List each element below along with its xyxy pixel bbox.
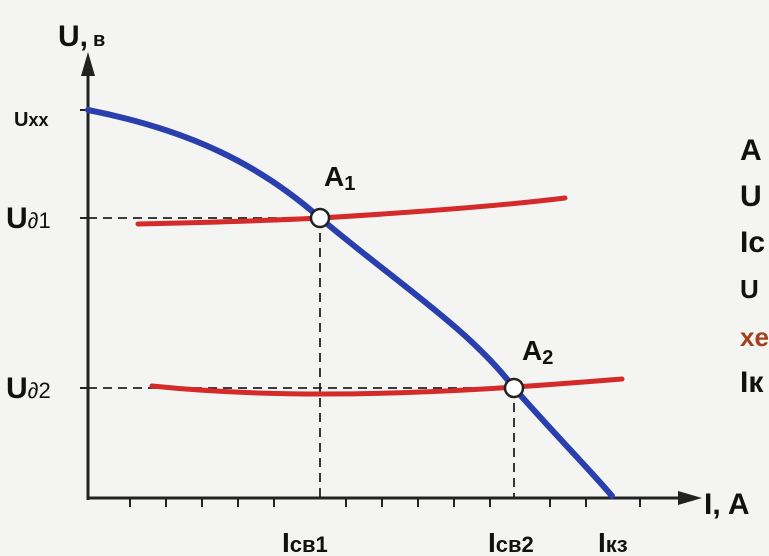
label-main: U bbox=[6, 202, 28, 235]
label-main: I bbox=[488, 527, 496, 556]
label-unit: в bbox=[93, 29, 105, 51]
x-arrow bbox=[678, 491, 702, 505]
guide-lines bbox=[88, 217, 515, 498]
y-arrow bbox=[81, 52, 95, 76]
label-sub: кз bbox=[606, 532, 628, 556]
a1-label: A1 bbox=[324, 161, 355, 195]
label-main: A bbox=[522, 335, 542, 366]
arc-curve-2 bbox=[149, 376, 625, 397]
label-main: U bbox=[14, 109, 28, 131]
label-main: U, bbox=[58, 20, 88, 53]
a2-label: A2 bbox=[522, 335, 553, 369]
source-curve bbox=[85, 107, 615, 499]
side-text: Iс bbox=[740, 226, 765, 259]
u-d2-label: U∂2 bbox=[6, 372, 51, 405]
u-d1-label: U∂1 bbox=[6, 202, 51, 235]
i-kz-label: Iкз bbox=[598, 527, 628, 556]
label-sub: 2 bbox=[542, 347, 553, 369]
x-axis-ticks bbox=[129, 498, 641, 507]
side-text: Iк bbox=[740, 366, 764, 399]
i-sv2-label: Iсв2 bbox=[488, 527, 534, 556]
u-xx-label: Uxx bbox=[14, 109, 48, 131]
point-a1 bbox=[309, 207, 331, 229]
label-main: A bbox=[324, 161, 344, 192]
label-main: U bbox=[6, 372, 28, 405]
label-sub: св1 bbox=[290, 532, 328, 556]
label-sub: св2 bbox=[496, 532, 534, 556]
y-axis-label: U, в bbox=[58, 20, 105, 53]
side-text: xe bbox=[740, 322, 769, 352]
side-text: U bbox=[740, 274, 759, 304]
side-text: A bbox=[740, 134, 762, 167]
x-axis-label: I, A bbox=[704, 488, 750, 521]
label-sub: xx bbox=[28, 110, 48, 130]
label-sub: ∂1 bbox=[28, 208, 51, 233]
i-sv1-label: Iсв1 bbox=[282, 527, 328, 556]
point-a2 bbox=[503, 377, 525, 399]
label-main: I bbox=[598, 527, 606, 556]
label-sub: ∂2 bbox=[28, 378, 51, 403]
side-text: U bbox=[740, 180, 762, 213]
label-main: I bbox=[282, 527, 290, 556]
label-sub: 1 bbox=[344, 173, 355, 195]
